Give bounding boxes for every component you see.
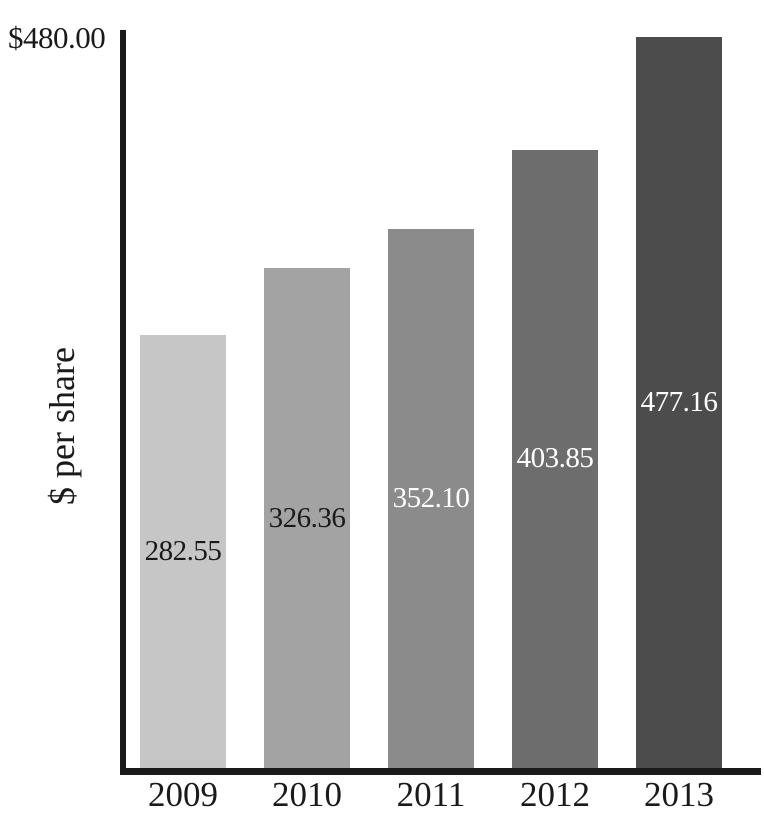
y-axis-line [120, 30, 126, 775]
x-axis-tick-labels: 2009 2010 2011 2012 2013 [126, 777, 760, 812]
x-tick-label-2009: 2009 [148, 775, 218, 814]
y-axis-max-tick-label: $480.00 [8, 20, 106, 55]
bar-2011: 352.10 [388, 228, 474, 768]
x-tick-label-2010: 2010 [272, 775, 342, 814]
bar-2009: 282.55 [140, 335, 226, 768]
bar-value-label-2009: 282.55 [144, 535, 222, 568]
bar-value-label-2010: 326.36 [268, 501, 346, 534]
bar-2010: 326.36 [264, 268, 350, 768]
bar-value-label-2011: 352.10 [392, 481, 470, 514]
bar-2013: 477.16 [636, 37, 722, 768]
bar-value-label-2012: 403.85 [516, 442, 594, 475]
x-tick-label-2013: 2013 [644, 775, 714, 814]
bar-value-label-2013: 477.16 [640, 386, 718, 419]
plot-area: 282.55 326.36 352.10 403.85 477.16 [126, 33, 760, 768]
x-tick-label-2012: 2012 [520, 775, 590, 814]
x-tick-label-2011: 2011 [396, 775, 466, 814]
x-axis-line [120, 768, 761, 775]
y-axis-title: $ per share [42, 347, 82, 505]
bar-2012: 403.85 [512, 149, 598, 768]
